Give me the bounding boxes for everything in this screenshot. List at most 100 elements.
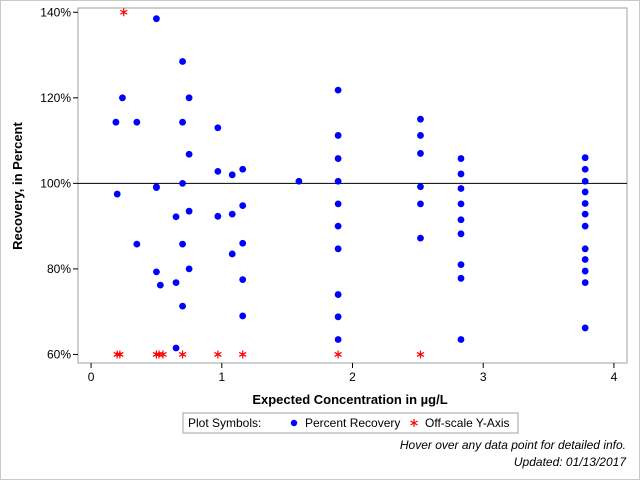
data-point-percent-recovery[interactable] (582, 211, 589, 218)
data-point-percent-recovery[interactable] (335, 291, 342, 298)
data-point-percent-recovery[interactable] (417, 235, 424, 242)
data-point-percent-recovery[interactable] (335, 178, 342, 185)
data-point-percent-recovery[interactable] (458, 185, 465, 192)
y-tick-label: 80% (47, 262, 71, 276)
data-point-percent-recovery[interactable] (239, 240, 246, 247)
hover-note: Hover over any data point for detailed i… (400, 438, 626, 452)
x-tick-label: 1 (218, 370, 225, 384)
data-point-percent-recovery[interactable] (582, 256, 589, 263)
data-point-percent-recovery[interactable] (417, 183, 424, 190)
data-point-percent-recovery[interactable] (335, 132, 342, 139)
data-point-percent-recovery[interactable] (582, 178, 589, 185)
data-point-percent-recovery[interactable] (153, 15, 160, 22)
data-point-percent-recovery[interactable] (458, 275, 465, 282)
data-point-percent-recovery[interactable] (173, 345, 180, 352)
data-point-percent-recovery[interactable] (335, 336, 342, 343)
data-point-percent-recovery[interactable] (239, 166, 246, 173)
data-point-percent-recovery[interactable] (214, 213, 221, 220)
x-tick-label: 0 (88, 370, 95, 384)
y-axis-ticks: 60% 80% 100% 120% 140% (40, 5, 78, 361)
data-point-off-scale[interactable] (214, 350, 221, 358)
updated-note: Updated: 01/13/2017 (514, 455, 626, 469)
data-point-percent-recovery[interactable] (173, 213, 180, 220)
x-tick-label: 3 (480, 370, 487, 384)
data-point-percent-recovery[interactable] (173, 279, 180, 286)
x-axis-ticks: 0 1 2 3 4 (88, 363, 618, 384)
legend: Plot Symbols: Percent Recovery Off-scale… (183, 413, 518, 433)
data-point-percent-recovery[interactable] (582, 166, 589, 173)
legend-marker-percent-recovery (291, 420, 297, 426)
x-axis-label: Expected Concentration in µg/L (252, 392, 447, 407)
legend-label-off-scale: Off-scale Y-Axis (425, 416, 509, 430)
data-point-percent-recovery[interactable] (458, 200, 465, 207)
x-tick-label: 4 (611, 370, 618, 384)
x-tick-label: 2 (349, 370, 356, 384)
data-point-percent-recovery[interactable] (335, 245, 342, 252)
data-point-percent-recovery[interactable] (186, 94, 193, 101)
data-point-off-scale[interactable] (120, 8, 127, 16)
data-point-percent-recovery[interactable] (458, 171, 465, 178)
data-point-percent-recovery[interactable] (582, 268, 589, 275)
data-point-percent-recovery[interactable] (458, 230, 465, 237)
data-point-percent-recovery[interactable] (186, 208, 193, 215)
data-point-percent-recovery[interactable] (335, 223, 342, 230)
data-point-percent-recovery[interactable] (179, 241, 186, 248)
y-tick-label: 60% (47, 347, 71, 361)
data-point-off-scale[interactable] (179, 350, 186, 358)
data-point-percent-recovery[interactable] (458, 216, 465, 223)
data-point-percent-recovery[interactable] (119, 94, 126, 101)
data-point-percent-recovery[interactable] (133, 241, 140, 248)
data-point-percent-recovery[interactable] (335, 313, 342, 320)
data-point-percent-recovery[interactable] (153, 268, 160, 275)
data-point-percent-recovery[interactable] (239, 313, 246, 320)
data-point-percent-recovery[interactable] (186, 266, 193, 273)
data-point-percent-recovery[interactable] (335, 200, 342, 207)
data-point-percent-recovery[interactable] (417, 116, 424, 123)
legend-title: Plot Symbols: (188, 416, 261, 430)
data-point-percent-recovery[interactable] (113, 119, 120, 126)
data-point-percent-recovery[interactable] (179, 119, 186, 126)
data-point-off-scale[interactable] (417, 350, 424, 358)
data-point-off-scale[interactable] (335, 350, 342, 358)
data-point-percent-recovery[interactable] (186, 151, 193, 158)
y-tick-label: 100% (40, 176, 71, 190)
data-point-off-scale[interactable] (239, 350, 246, 358)
data-point-percent-recovery[interactable] (417, 200, 424, 207)
data-point-percent-recovery[interactable] (239, 276, 246, 283)
data-point-percent-recovery[interactable] (458, 155, 465, 162)
data-point-percent-recovery[interactable] (582, 200, 589, 207)
data-point-percent-recovery[interactable] (582, 189, 589, 196)
data-point-percent-recovery[interactable] (335, 87, 342, 94)
data-point-percent-recovery[interactable] (239, 202, 246, 209)
data-point-percent-recovery[interactable] (229, 211, 236, 218)
data-point-percent-recovery[interactable] (296, 178, 303, 185)
legend-label-percent-recovery: Percent Recovery (305, 416, 400, 430)
legend-asterisk-icon[interactable] (411, 419, 418, 427)
data-point-percent-recovery[interactable] (582, 154, 589, 161)
data-point-percent-recovery[interactable] (229, 251, 236, 258)
data-point-percent-recovery[interactable] (582, 325, 589, 332)
data-point-percent-recovery[interactable] (214, 168, 221, 175)
data-point-percent-recovery[interactable] (179, 180, 186, 187)
data-point-percent-recovery[interactable] (582, 279, 589, 286)
data-point-percent-recovery[interactable] (157, 282, 164, 289)
data-point-percent-recovery[interactable] (133, 119, 140, 126)
data-point-percent-recovery[interactable] (458, 261, 465, 268)
y-axis-label: Recovery, in Percent (10, 122, 25, 250)
data-point-percent-recovery[interactable] (114, 191, 121, 198)
data-point-percent-recovery[interactable] (458, 336, 465, 343)
y-tick-label: 120% (40, 91, 71, 105)
data-point-percent-recovery[interactable] (417, 150, 424, 157)
data-point-percent-recovery[interactable] (153, 183, 160, 190)
data-point-percent-recovery[interactable] (417, 132, 424, 139)
data-point-percent-recovery[interactable] (179, 58, 186, 65)
data-point-off-scale[interactable] (159, 350, 166, 358)
data-point-percent-recovery[interactable] (335, 155, 342, 162)
data-point-percent-recovery[interactable] (179, 303, 186, 310)
data-point-percent-recovery[interactable] (582, 245, 589, 252)
data-point-percent-recovery[interactable] (229, 171, 236, 178)
data-point-percent-recovery[interactable] (582, 223, 589, 230)
data-point-percent-recovery[interactable] (214, 124, 221, 131)
plot-area (78, 8, 627, 363)
